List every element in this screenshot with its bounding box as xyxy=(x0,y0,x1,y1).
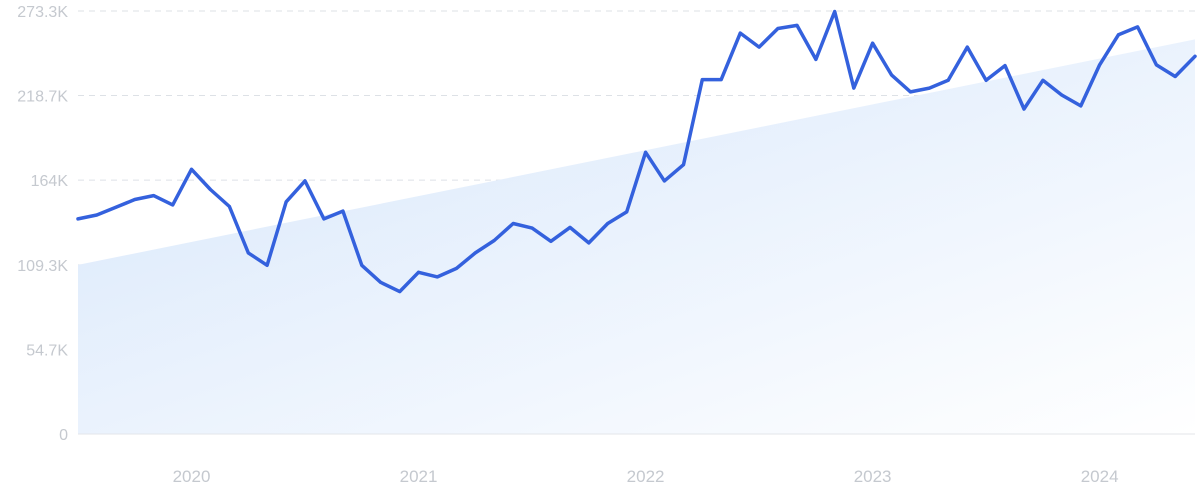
x-tick-label: 2020 xyxy=(173,467,211,486)
y-axis-ticks: 0 54.7K 109.3K 164K 218.7K 273.3K xyxy=(17,4,68,444)
data-point xyxy=(303,179,307,183)
data-point xyxy=(606,222,610,226)
data-point xyxy=(909,90,913,94)
data-point xyxy=(795,23,799,27)
data-point xyxy=(757,45,761,49)
data-point xyxy=(1173,74,1177,78)
data-point xyxy=(852,86,856,90)
data-point xyxy=(1079,104,1083,108)
data-point xyxy=(700,78,704,82)
data-point xyxy=(946,78,950,82)
data-point xyxy=(776,26,780,30)
y-tick-label: 0 xyxy=(59,427,68,444)
trend-area xyxy=(78,39,1195,434)
data-point xyxy=(341,209,345,213)
data-point xyxy=(76,217,80,221)
data-point xyxy=(114,205,118,209)
data-point xyxy=(435,275,439,279)
data-point xyxy=(1098,63,1102,67)
data-point xyxy=(284,200,288,204)
data-point xyxy=(227,204,231,208)
data-point xyxy=(454,266,458,270)
data-point xyxy=(1116,33,1120,37)
data-point xyxy=(265,263,269,267)
data-point xyxy=(530,226,534,230)
data-point xyxy=(511,222,515,226)
data-point xyxy=(208,187,212,191)
data-point xyxy=(492,239,496,243)
series-line xyxy=(76,9,1197,294)
data-point xyxy=(398,290,402,294)
data-point xyxy=(871,41,875,45)
data-point xyxy=(549,239,553,243)
y-tick-label: 54.7K xyxy=(26,342,68,359)
data-point xyxy=(190,167,194,171)
data-point xyxy=(360,263,364,267)
y-tick-label: 164K xyxy=(31,173,69,190)
data-point xyxy=(171,203,175,207)
data-point xyxy=(984,78,988,82)
data-point xyxy=(814,57,818,61)
data-point xyxy=(738,31,742,35)
data-point xyxy=(1193,54,1197,58)
data-point xyxy=(644,150,648,154)
data-point xyxy=(379,280,383,284)
data-point xyxy=(152,194,156,198)
data-point xyxy=(95,213,99,217)
data-point xyxy=(833,9,837,13)
x-tick-label: 2023 xyxy=(854,467,892,486)
data-point xyxy=(568,225,572,229)
data-point xyxy=(322,217,326,221)
data-point xyxy=(889,73,893,77)
data-point xyxy=(625,210,629,214)
data-point xyxy=(587,241,591,245)
data-point xyxy=(1003,64,1007,68)
data-point xyxy=(662,179,666,183)
data-point xyxy=(1041,78,1045,82)
y-tick-label: 273.3K xyxy=(17,4,68,21)
data-point xyxy=(1136,25,1140,29)
data-point xyxy=(927,86,931,90)
data-points xyxy=(76,9,1197,294)
x-tick-label: 2021 xyxy=(400,467,438,486)
y-tick-label: 218.7K xyxy=(17,89,68,106)
data-point xyxy=(473,251,477,255)
data-point xyxy=(965,45,969,49)
x-axis-ticks: 2020 2021 2022 2023 2024 xyxy=(173,467,1119,486)
data-point xyxy=(1022,107,1026,111)
data-point xyxy=(417,270,421,274)
data-point xyxy=(681,163,685,167)
data-point xyxy=(246,251,250,255)
data-point xyxy=(1060,93,1064,97)
data-point xyxy=(1154,63,1158,67)
x-tick-label: 2024 xyxy=(1081,467,1119,486)
data-point xyxy=(133,198,137,202)
x-tick-label: 2022 xyxy=(627,467,665,486)
data-point xyxy=(719,78,723,82)
y-tick-label: 109.3K xyxy=(17,258,68,275)
